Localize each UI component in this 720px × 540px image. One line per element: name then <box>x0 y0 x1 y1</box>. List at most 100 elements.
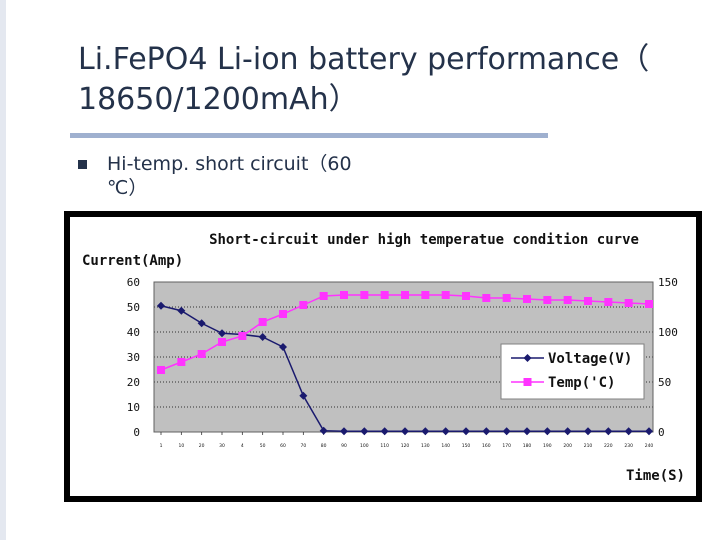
point-temp <box>238 332 247 340</box>
x-tick-label: 80 <box>321 443 327 449</box>
x-tick-label: 220 <box>604 443 613 449</box>
point-voltage <box>299 391 308 400</box>
point-temp <box>197 350 206 358</box>
point-temp <box>604 298 613 306</box>
bullet-line-1: Hi-temp. short circuit（60 <box>107 153 352 175</box>
point-voltage <box>340 427 348 436</box>
point-temp <box>360 291 369 299</box>
point-temp <box>563 296 572 304</box>
point-temp <box>624 299 633 307</box>
chart-title: Short-circuit under high temperatue cond… <box>209 232 639 248</box>
point-temp <box>340 291 348 299</box>
legend-box <box>500 343 645 400</box>
x-tick-label: 4 <box>241 443 244 449</box>
legend: Voltage(V) Temp('C) <box>500 343 645 400</box>
point-voltage <box>197 319 206 328</box>
point-voltage <box>563 427 572 436</box>
point-voltage <box>604 427 613 436</box>
point-voltage <box>482 427 491 436</box>
point-temp <box>543 296 552 304</box>
x-tick-label: 160 <box>482 443 491 449</box>
point-voltage <box>523 427 531 436</box>
chart-frame: 0 10 20 30 40 50 60 0 50 100 150 1 10 20 30 4 50 60 70 80 90… <box>64 211 702 502</box>
point-temp <box>380 291 389 299</box>
x-tick-label: 90 <box>341 443 347 449</box>
y2-tick-label: 50 <box>658 376 671 389</box>
x-tick-label: 70 <box>300 443 306 449</box>
x-tick-label: 30 <box>219 443 225 449</box>
x-tick-label: 50 <box>260 443 266 449</box>
point-voltage <box>624 427 633 436</box>
slide-title-line-1: Li.FePO4 Li-ion battery performance（ <box>78 42 650 77</box>
point-voltage <box>360 427 369 436</box>
bullet-text: Hi-temp. short circuit（60 ℃） <box>107 152 397 200</box>
point-voltage <box>319 426 328 435</box>
x-tick-label: 1 <box>160 443 163 449</box>
x-tick-label: 170 <box>502 443 511 449</box>
x-axis-label: Time(S) <box>626 468 685 484</box>
point-voltage <box>584 427 592 436</box>
y-tick-label: 40 <box>127 326 140 339</box>
legend-temp-marker-icon <box>523 378 532 386</box>
point-voltage <box>177 306 186 315</box>
x-tick-label: 110 <box>380 443 389 449</box>
y2-tick-label: 100 <box>658 326 678 339</box>
x-tick-label: 100 <box>360 443 369 449</box>
x-tick-label: 240 <box>645 443 654 449</box>
point-temp <box>482 294 491 302</box>
point-voltage <box>441 427 450 436</box>
y-tick-label: 10 <box>127 401 140 414</box>
point-temp <box>645 300 653 308</box>
y-tick-label: 50 <box>127 301 140 314</box>
x-tick-label: 120 <box>401 443 410 449</box>
legend-voltage-label: Voltage(V) <box>548 351 632 367</box>
y-tick-label: 0 <box>133 426 140 439</box>
point-temp <box>218 338 226 346</box>
point-temp <box>299 301 308 309</box>
bullet-square-icon <box>78 160 87 169</box>
x-tick-label: 20 <box>199 443 205 449</box>
slide-title-line-2: 18650/1200mAh） <box>78 82 359 117</box>
x-tick-label: 130 <box>421 443 430 449</box>
y2-tick-label: 150 <box>658 276 678 289</box>
y-tick-label: 60 <box>127 276 140 289</box>
point-voltage <box>543 427 552 436</box>
y-tick-label: 20 <box>127 376 140 389</box>
point-temp <box>258 318 267 326</box>
title-underline <box>70 133 548 138</box>
point-temp <box>279 310 287 318</box>
point-voltage <box>421 427 430 436</box>
y-tick-label: 30 <box>127 351 140 364</box>
x-tick-label: 190 <box>543 443 552 449</box>
point-voltage <box>502 427 511 436</box>
x-tick-label: 210 <box>584 443 593 449</box>
point-temp <box>177 358 186 366</box>
point-temp <box>421 291 430 299</box>
bullet-line-2: ℃） <box>107 177 148 199</box>
point-temp <box>157 366 165 374</box>
x-tick-label: 230 <box>624 443 633 449</box>
point-voltage <box>380 427 389 436</box>
x-tick-label: 150 <box>462 443 471 449</box>
y2-tick-label: 0 <box>658 426 665 439</box>
x-tick-label: 180 <box>523 443 532 449</box>
point-voltage <box>462 427 470 436</box>
point-temp <box>502 294 511 302</box>
point-voltage <box>279 343 287 351</box>
x-tick-label: 10 <box>178 443 184 449</box>
x-tick-label: 140 <box>441 443 450 449</box>
x-tick-label: 60 <box>280 443 286 449</box>
point-temp <box>401 291 409 299</box>
y-axis-label: Current(Amp) <box>82 253 183 269</box>
point-voltage <box>218 329 226 338</box>
legend-temp-label: Temp('C) <box>548 375 615 391</box>
point-temp <box>462 292 470 300</box>
point-temp <box>523 295 531 303</box>
point-voltage <box>645 427 653 436</box>
point-voltage <box>258 333 267 341</box>
point-voltage <box>401 427 409 436</box>
x-tick-label: 200 <box>563 443 572 449</box>
point-temp <box>319 292 328 300</box>
